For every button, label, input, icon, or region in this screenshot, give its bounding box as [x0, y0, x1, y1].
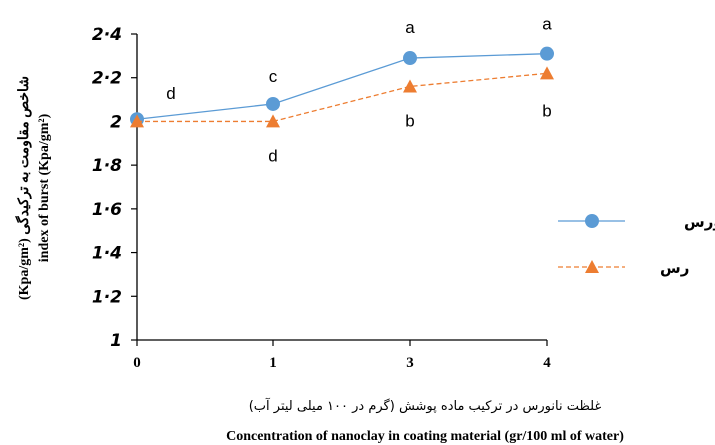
y-tick-label: 1·8	[92, 156, 122, 176]
data-point-1	[266, 114, 280, 128]
y-tick-label: 2·4	[92, 25, 122, 45]
y-axis-label-fa: شاخص مقاومت به ترکیدگی (Kpa/gm²)	[15, 76, 32, 300]
legend-label-clay: رس	[660, 259, 689, 277]
x-axis-ticks: 0 1 3 4	[133, 340, 551, 371]
series-line-1	[137, 72, 548, 123]
significance-label: a	[542, 15, 552, 34]
data-point-1	[130, 114, 144, 128]
data-point-1	[403, 79, 417, 93]
y-axis-label-en: index of burst (Kpa/gm²)	[37, 113, 52, 262]
legend-label-nanoclay: نانورس	[684, 213, 715, 231]
significance-label: d	[166, 84, 175, 103]
y-tick-label: 1·2	[92, 287, 122, 307]
y-tick-label: 1·4	[92, 244, 122, 264]
significance-label: b	[405, 111, 414, 130]
x-tick-label: 4	[543, 355, 551, 371]
y-tick-label: 2	[110, 112, 122, 132]
x-tick-label: 3	[406, 355, 414, 371]
x-axis-label-fa: غلظت نانورس در ترکیب ماده پوشش (گرم در ۱…	[249, 397, 602, 414]
series-layer	[130, 46, 554, 128]
significance-label: c	[269, 67, 278, 86]
significance-label: b	[542, 101, 551, 120]
data-point-1	[540, 66, 554, 80]
significance-label: d	[268, 146, 277, 165]
y-tick-label: 2·2	[92, 69, 122, 89]
significance-label: a	[405, 18, 415, 37]
x-axis-label-en: Concentration of nanoclay in coating mat…	[226, 429, 624, 444]
significance-labels: d c a a d b b	[166, 15, 552, 166]
legend: نانورس رس	[558, 213, 715, 277]
x-tick-label: 1	[269, 355, 277, 371]
y-tick-label: 1	[110, 331, 122, 351]
data-point-0	[266, 96, 280, 111]
data-point-0	[540, 46, 554, 61]
legend-marker-nanoclay	[585, 214, 599, 228]
x-tick-label: 0	[133, 355, 141, 371]
y-axis-ticks: 1 1·2 1·4 1·6 1·8 2 2·2 2·4	[92, 25, 137, 351]
legend-marker-clay	[585, 260, 599, 273]
y-tick-label: 1·6	[92, 200, 122, 220]
series-line-0	[136, 53, 548, 120]
data-point-0	[403, 51, 417, 66]
